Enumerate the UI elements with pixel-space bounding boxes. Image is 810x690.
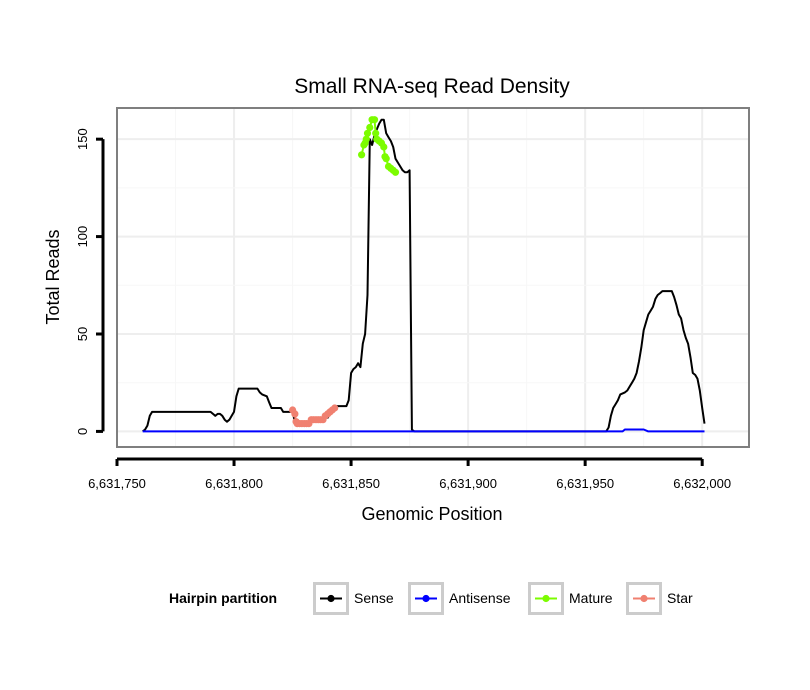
legend-key-point-antisense [422, 594, 430, 603]
panel-border [116, 107, 750, 448]
y-axis-title: Total Reads [43, 229, 63, 324]
legend: Hairpin partition Sense Antisense Mature St… [169, 582, 693, 615]
y-tick-label-0: 0 [75, 428, 90, 435]
y-tick-label-1: 50 [75, 327, 90, 341]
legend-item-sense: Sense [313, 582, 394, 615]
x-tick-label-4: 6,631,950 [556, 476, 614, 491]
series-layer [142, 116, 706, 433]
point-mature-8 [372, 129, 380, 137]
x-tick-label-5: 6,632,000 [673, 476, 731, 491]
legend-label-sense: Sense [354, 590, 394, 606]
legend-item-antisense: Antisense [408, 582, 511, 615]
legend-label-star: Star [667, 590, 693, 606]
x-tick-label-2: 6,631,850 [322, 476, 380, 491]
point-mature-3 [362, 135, 370, 143]
point-star-1 [291, 410, 299, 418]
x-axis: 6,631,750 6,631,800 6,631,850 6,631,900 6,63… [88, 457, 731, 491]
point-mature-4 [363, 129, 372, 137]
point-mature-5 [366, 123, 374, 132]
series-antisense [142, 428, 705, 433]
series-line-sense [142, 118, 706, 433]
legend-title: Hairpin partition [169, 590, 277, 606]
point-mature-7 [370, 116, 379, 124]
x-tick-label-1: 6,631,800 [205, 476, 263, 491]
series-line-antisense [142, 428, 705, 433]
legend-item-mature: Mature [528, 582, 613, 615]
y-tick-label-3: 150 [75, 128, 90, 150]
legend-item-star: Star [626, 582, 693, 615]
legend-label-mature: Mature [569, 590, 613, 606]
y-tick-label-2: 100 [75, 226, 90, 248]
y-axis: 0 50 100 150 [75, 128, 105, 435]
grid [116, 108, 749, 447]
series-mature [358, 116, 400, 176]
x-axis-title: Genomic Position [361, 504, 502, 524]
point-mature-12 [380, 143, 388, 151]
legend-key-point-mature [542, 594, 550, 603]
chart-title: Small RNA-seq Read Density [294, 75, 570, 98]
series-sense [142, 118, 706, 433]
legend-key-point-sense [327, 594, 335, 603]
point-mature-18 [391, 168, 400, 176]
x-tick-label-0: 6,631,750 [88, 476, 146, 491]
point-star-19 [331, 404, 339, 412]
point-mature-14 [382, 155, 390, 163]
point-mature-0 [358, 151, 366, 159]
series-star [289, 404, 339, 428]
x-tick-label-3: 6,631,900 [439, 476, 497, 491]
legend-label-antisense: Antisense [449, 590, 511, 606]
legend-key-point-star [640, 594, 648, 603]
